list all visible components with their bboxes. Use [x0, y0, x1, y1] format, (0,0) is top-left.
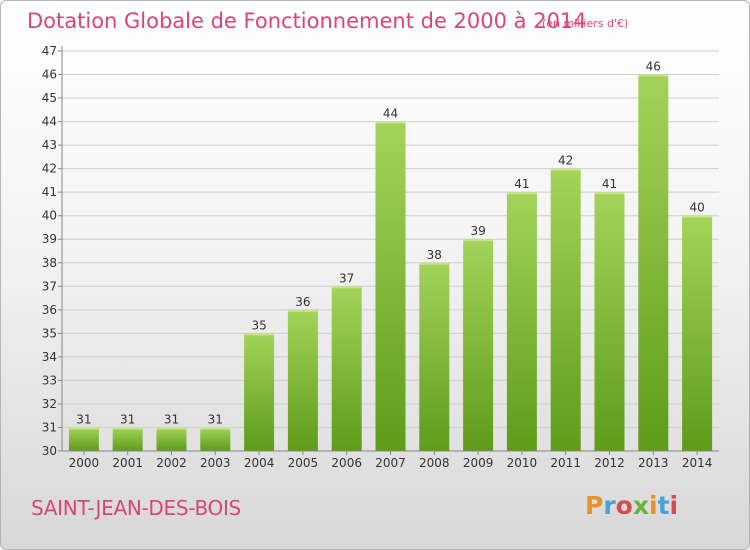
y-tick-label: 36	[42, 303, 57, 317]
y-tick-label: 40	[42, 209, 57, 223]
y-tick-label: 46	[42, 68, 57, 82]
x-tick-label: 2009	[463, 456, 494, 470]
bar	[244, 333, 275, 451]
bar-highlight	[68, 427, 99, 430]
data-label: 46	[646, 60, 661, 74]
brand-letter: x	[632, 491, 649, 520]
data-label: 31	[76, 412, 91, 426]
bar-highlight	[682, 215, 713, 218]
y-tick-label: 32	[42, 397, 57, 411]
data-label: 44	[383, 107, 398, 121]
bar-highlight	[375, 121, 406, 124]
bar	[419, 262, 450, 451]
bar-highlight	[419, 262, 450, 265]
bar	[287, 309, 318, 451]
brand-letter: t	[657, 491, 670, 520]
x-tick-label: 2007	[375, 456, 406, 470]
bar-highlight	[550, 168, 581, 171]
bar	[463, 239, 494, 451]
bar	[638, 74, 669, 451]
x-tick-label: 2006	[331, 456, 362, 470]
brand-letter: P	[585, 491, 604, 520]
data-label: 42	[558, 154, 573, 168]
bar-highlight	[638, 74, 669, 77]
bar-highlight	[594, 192, 625, 195]
bar	[506, 192, 537, 452]
data-label: 41	[514, 177, 529, 191]
x-tick-label: 2005	[288, 456, 319, 470]
bars: 31 31 31 31 35 36 37 44 38 39 41 42 41 46 40	[68, 60, 713, 452]
data-label: 41	[602, 177, 617, 191]
y-tick-label: 30	[42, 444, 57, 458]
y-tick-label: 37	[42, 279, 57, 293]
bar-highlight	[244, 333, 275, 336]
bar	[682, 215, 713, 451]
x-tick-label: 2012	[594, 456, 625, 470]
commune-name: SAINT-JEAN-DES-BOIS	[31, 496, 241, 520]
x-tick-label: 2010	[507, 456, 538, 470]
y-tick-label: 43	[42, 138, 57, 152]
y-tick-label: 45	[42, 91, 57, 105]
data-label: 31	[120, 412, 135, 426]
y-tick-label: 41	[42, 185, 57, 199]
data-label: 31	[164, 412, 179, 426]
data-label: 31	[208, 412, 223, 426]
y-tick-label: 33	[42, 373, 57, 387]
bar-highlight	[200, 427, 231, 430]
brand-letter: i	[669, 491, 679, 520]
y-tick-label: 38	[42, 256, 57, 270]
x-tick-label: 2003	[200, 456, 231, 470]
data-label: 37	[339, 271, 354, 285]
x-tick-label: 2004	[244, 456, 275, 470]
y-tick-label: 31	[42, 420, 57, 434]
data-label: 40	[689, 201, 704, 215]
bar-highlight	[463, 239, 494, 242]
data-label: 38	[427, 248, 442, 262]
x-tick-label: 2000	[69, 456, 100, 470]
y-tick-label: 35	[42, 326, 57, 340]
bar-highlight	[506, 192, 537, 195]
bar-highlight	[331, 286, 362, 289]
y-tick-label: 39	[42, 232, 57, 246]
bar	[550, 168, 581, 451]
data-label: 36	[295, 295, 310, 309]
x-tick-label: 2008	[419, 456, 450, 470]
y-tick-label: 47	[42, 44, 57, 58]
x-tick-label: 2002	[156, 456, 187, 470]
bar	[594, 192, 625, 452]
bar	[112, 427, 143, 451]
bar	[156, 427, 187, 451]
y-tick-label: 44	[42, 115, 57, 129]
bar	[200, 427, 231, 451]
y-tick-label: 42	[42, 162, 57, 176]
brand-letter: i	[649, 491, 658, 520]
axes: 30 31 32 33 34 35 36 37 38 39 40 41 42 43 44 45 46 47 2000…	[42, 44, 719, 470]
x-tick-label: 2014	[682, 456, 713, 470]
bar	[331, 286, 362, 451]
data-label: 35	[251, 318, 266, 332]
x-tick-label: 2013	[638, 456, 669, 470]
bar	[68, 427, 99, 451]
bar-highlight	[287, 309, 318, 312]
brand-letter: o	[615, 491, 633, 520]
bar-highlight	[156, 427, 187, 430]
y-tick-label: 34	[42, 350, 57, 364]
bar-highlight	[112, 427, 143, 430]
bar	[375, 121, 406, 452]
data-label: 39	[470, 224, 485, 238]
x-tick-label: 2001	[112, 456, 143, 470]
brand-letter: r	[603, 491, 616, 520]
brand-logo: Proxiti	[585, 491, 678, 520]
chart-title: Dotation Globale de Fonctionnement de 20…	[27, 9, 587, 33]
x-tick-label: 2011	[550, 456, 581, 470]
chart-unit-label: (en milliers d'€)	[542, 17, 629, 30]
